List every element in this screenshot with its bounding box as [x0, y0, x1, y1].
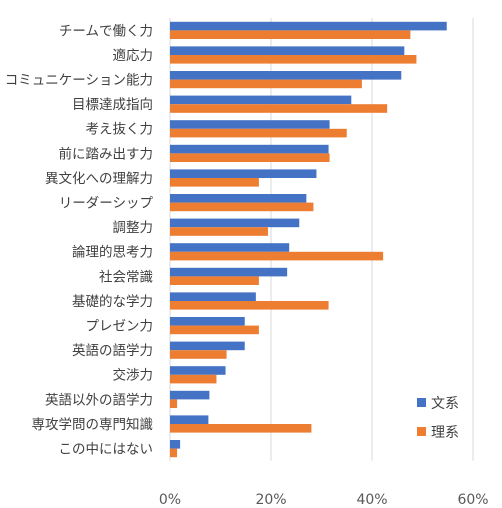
bar-bunkei-3	[170, 95, 352, 105]
bar-rikei-11	[170, 301, 329, 310]
bar-bunkei-2	[170, 71, 402, 80]
bar-bunkei-7	[170, 194, 307, 203]
category-label: 異文化への理解力	[45, 171, 153, 187]
bar-rikei-5	[170, 153, 330, 162]
bar-bunkei-0	[170, 21, 447, 31]
category-label: 基礎的な学力	[72, 293, 153, 310]
bar-rikei-15	[170, 399, 178, 408]
bar-bunkei-6	[170, 169, 317, 178]
bar-rikei-16	[170, 424, 312, 433]
x-tick-label: 20%	[255, 492, 286, 508]
category-labels: チームで働く力適応力コミュニケーション能力目標達成指向考え抜く力前に踏み出す力異…	[5, 23, 154, 457]
category-label: 考え抜く力	[86, 122, 154, 138]
category-label: 英語の語学力	[72, 342, 153, 359]
bar-bunkei-10	[170, 267, 288, 277]
bar-bunkei-1	[170, 46, 405, 55]
category-label: 英語以外の語学力	[45, 391, 153, 408]
bar-bunkei-8	[170, 218, 300, 228]
x-tick-label: 60%	[457, 492, 488, 508]
bar-bunkei-12	[170, 317, 245, 326]
bar-rikei-8	[170, 227, 268, 236]
bar-bunkei-11	[170, 292, 256, 301]
bar-rikei-6	[170, 178, 259, 187]
bar-rikei-13	[170, 350, 227, 359]
category-label: この中にはない	[59, 442, 154, 458]
gridlines	[169, 18, 474, 461]
bar-rikei-17	[170, 448, 178, 458]
category-label: プレゼン力	[86, 319, 154, 335]
category-label: コミュニケーション能力	[5, 73, 153, 89]
category-label: 交渉力	[113, 367, 154, 384]
legend-label-1: 理系	[431, 425, 459, 441]
bar-bunkei-15	[170, 390, 210, 400]
category-label: チームで働く力	[59, 23, 153, 39]
x-axis-tick-labels: 0% 20% 40% 60%	[159, 492, 489, 508]
legend-swatch-0	[417, 398, 426, 407]
bar-rikei-9	[170, 251, 384, 261]
bar-bunkei-17	[170, 440, 181, 449]
legend-label-0: 文系	[431, 396, 459, 412]
bar-bunkei-14	[170, 366, 226, 375]
bar-rikei-14	[170, 374, 217, 384]
bar-rikei-0	[170, 30, 411, 39]
bars	[170, 21, 447, 458]
bar-rikei-1	[170, 55, 417, 64]
category-label: 専攻学問の専門知識	[32, 416, 154, 433]
bar-rikei-4	[170, 128, 347, 138]
bar-bunkei-9	[170, 243, 290, 252]
bar-rikei-10	[170, 276, 259, 285]
bar-bunkei-16	[170, 415, 209, 424]
bar-rikei-2	[170, 79, 362, 89]
category-label: 調整力	[113, 220, 154, 236]
category-label: 社会常識	[99, 269, 153, 285]
legend-swatch-1	[417, 427, 426, 436]
bar-rikei-3	[170, 104, 388, 113]
bar-bunkei-5	[170, 144, 329, 154]
bar-rikei-7	[170, 202, 314, 212]
category-label: リーダーシップ	[59, 196, 154, 212]
bar-bunkei-13	[170, 341, 245, 351]
category-label: 前に踏み出す力	[59, 145, 154, 162]
bar-bunkei-4	[170, 120, 330, 129]
category-label: 目標達成指向	[72, 97, 153, 113]
x-tick-label: 40%	[356, 492, 387, 508]
category-label: 適応力	[113, 47, 154, 64]
bar-rikei-12	[170, 325, 259, 335]
x-tick-label: 0%	[159, 492, 181, 508]
category-label: 論理的思考力	[72, 245, 153, 261]
